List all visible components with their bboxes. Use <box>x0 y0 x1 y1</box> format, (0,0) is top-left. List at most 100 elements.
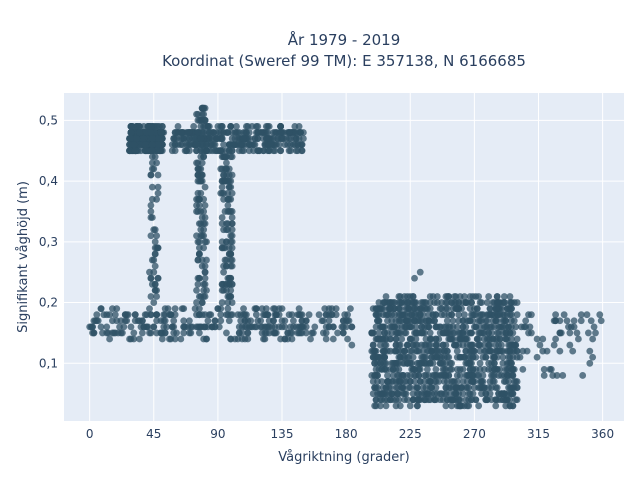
data-point <box>223 329 230 337</box>
data-point <box>452 384 460 391</box>
data-point <box>552 335 560 343</box>
data-point <box>486 305 494 313</box>
data-point <box>277 129 284 136</box>
data-point <box>344 317 351 325</box>
data-point <box>451 293 458 300</box>
data-point <box>493 293 501 300</box>
data-point <box>432 341 440 349</box>
data-point <box>242 129 250 136</box>
data-point <box>436 359 444 367</box>
data-point <box>193 299 200 306</box>
data-point <box>278 305 286 313</box>
data-point <box>275 323 283 331</box>
data-point <box>153 287 161 294</box>
data-point <box>476 347 484 355</box>
data-point <box>193 232 200 240</box>
data-point <box>419 353 427 361</box>
data-point <box>158 335 166 343</box>
data-point <box>408 365 416 373</box>
data-point <box>560 311 568 319</box>
data-point <box>401 347 408 355</box>
data-point <box>552 311 560 319</box>
data-point <box>168 141 176 149</box>
data-point <box>459 365 467 373</box>
data-point <box>218 220 226 227</box>
data-point <box>194 165 202 173</box>
data-point <box>297 129 304 136</box>
data-point <box>379 335 387 343</box>
data-point <box>435 378 443 385</box>
data-point <box>401 311 408 319</box>
data-point <box>382 365 390 373</box>
data-point <box>381 353 389 361</box>
data-point <box>523 347 531 355</box>
x-tick-label: 180 <box>335 427 358 441</box>
data-point <box>248 123 256 130</box>
data-point <box>498 372 505 379</box>
data-point <box>332 311 340 319</box>
data-point <box>224 201 232 209</box>
data-point <box>490 365 498 373</box>
data-point <box>185 317 193 325</box>
data-point <box>130 329 138 337</box>
data-point <box>473 305 481 313</box>
data-point <box>374 359 381 367</box>
data-point <box>127 123 135 130</box>
y-axis-label: Signifikant våghöjd (m) <box>16 181 31 333</box>
x-tick-label: 225 <box>399 427 422 441</box>
data-point <box>270 317 277 325</box>
data-point <box>480 365 488 373</box>
data-point <box>180 323 188 331</box>
data-point <box>376 305 384 313</box>
data-point <box>431 372 438 379</box>
data-point <box>148 183 156 191</box>
chart-subtitle: Koordinat (Sweref 99 TM): E 357138, N 61… <box>162 52 526 70</box>
data-point <box>244 329 252 337</box>
data-point <box>442 293 450 300</box>
data-point <box>448 402 455 410</box>
data-point <box>492 384 500 391</box>
data-point <box>404 396 411 404</box>
data-point <box>476 299 484 306</box>
y-tick-label: 0,3 <box>39 235 58 249</box>
data-point <box>322 323 330 331</box>
data-point <box>448 359 455 367</box>
data-point <box>287 329 294 337</box>
data-point <box>184 129 192 136</box>
data-point <box>203 147 210 155</box>
data-point <box>374 335 381 343</box>
data-point <box>395 305 403 313</box>
data-point <box>131 317 139 325</box>
data-point <box>223 165 230 173</box>
data-point <box>416 378 424 385</box>
data-point <box>462 323 470 331</box>
data-point <box>597 317 605 325</box>
data-point <box>495 323 503 331</box>
data-point <box>381 347 389 355</box>
data-point <box>508 317 515 325</box>
data-point <box>395 396 403 404</box>
data-point <box>325 317 333 325</box>
data-point <box>396 329 404 337</box>
data-point <box>372 396 380 404</box>
data-point <box>211 317 219 325</box>
data-point <box>151 238 159 246</box>
data-point <box>278 135 286 142</box>
data-point <box>200 287 208 294</box>
data-point <box>405 384 413 391</box>
data-point <box>439 341 447 349</box>
data-point <box>284 335 292 343</box>
data-point <box>510 341 518 349</box>
data-point <box>451 341 458 349</box>
data-point <box>374 317 381 325</box>
data-point <box>480 341 488 349</box>
data-point <box>109 317 116 325</box>
data-point <box>486 341 494 349</box>
data-point <box>492 402 500 410</box>
data-point <box>154 171 162 179</box>
data-point <box>425 390 433 398</box>
data-point <box>170 317 178 325</box>
data-point <box>453 347 461 355</box>
data-point <box>441 365 448 373</box>
